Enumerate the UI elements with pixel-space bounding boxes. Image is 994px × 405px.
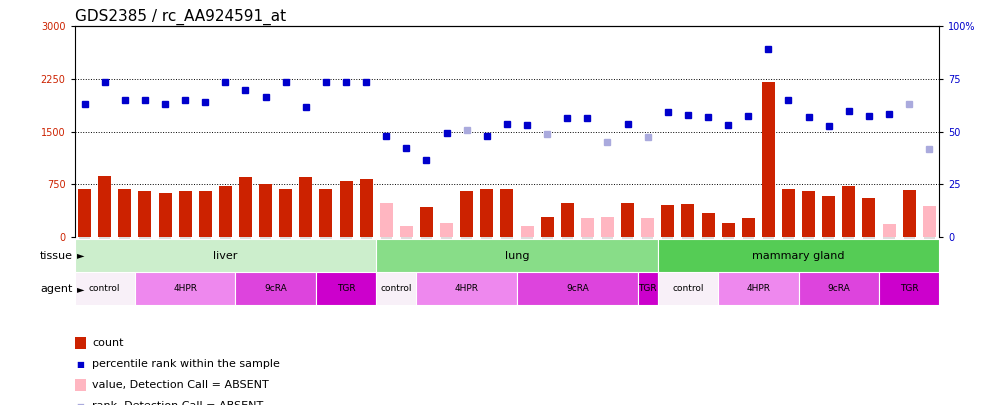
Text: TGR: TGR <box>900 284 918 293</box>
Bar <box>883 224 896 237</box>
Text: 4HPR: 4HPR <box>454 284 479 293</box>
Bar <box>416 272 517 305</box>
Bar <box>682 204 695 237</box>
Text: rank, Detection Call = ABSENT: rank, Detection Call = ABSENT <box>92 401 263 405</box>
Bar <box>641 218 654 237</box>
Bar <box>340 181 353 237</box>
Bar <box>621 202 634 237</box>
Text: lung: lung <box>505 251 529 260</box>
Text: 9cRA: 9cRA <box>264 284 287 293</box>
Bar <box>480 189 493 237</box>
Bar <box>922 206 935 237</box>
Bar <box>863 198 876 237</box>
Bar <box>638 272 658 305</box>
Bar <box>319 189 332 237</box>
Bar <box>279 189 292 237</box>
Bar <box>742 218 754 237</box>
Text: ►: ► <box>77 251 84 260</box>
Bar <box>376 272 416 305</box>
Text: TGR: TGR <box>337 284 356 293</box>
Bar <box>517 272 638 305</box>
Text: 9cRA: 9cRA <box>566 284 588 293</box>
Bar <box>360 179 373 237</box>
Bar <box>601 217 614 237</box>
Bar <box>460 191 473 237</box>
Bar <box>658 272 718 305</box>
Text: agent: agent <box>40 284 73 294</box>
Bar <box>879 272 939 305</box>
Text: value, Detection Call = ABSENT: value, Detection Call = ABSENT <box>92 380 269 390</box>
Bar <box>419 207 433 237</box>
Bar <box>718 272 798 305</box>
Text: tissue: tissue <box>40 251 73 260</box>
Bar <box>118 189 131 237</box>
Bar <box>380 203 393 237</box>
Bar <box>702 213 715 237</box>
Bar <box>661 205 674 237</box>
Text: mammary gland: mammary gland <box>752 251 845 260</box>
Bar <box>316 272 376 305</box>
Bar <box>822 196 835 237</box>
Text: TGR: TGR <box>638 284 657 293</box>
Bar <box>580 218 594 237</box>
Text: ■: ■ <box>77 402 84 405</box>
Text: 9cRA: 9cRA <box>827 284 850 293</box>
Bar <box>236 272 316 305</box>
Text: count: count <box>92 338 124 348</box>
Text: GDS2385 / rc_AA924591_at: GDS2385 / rc_AA924591_at <box>75 9 285 25</box>
Bar <box>75 239 376 272</box>
Bar <box>521 226 534 237</box>
Bar <box>658 239 939 272</box>
Text: control: control <box>381 284 413 293</box>
Bar <box>782 189 795 237</box>
Text: ►: ► <box>77 284 84 294</box>
Bar <box>903 190 915 237</box>
Bar <box>802 191 815 237</box>
Bar <box>75 272 135 305</box>
Bar <box>842 186 856 237</box>
Bar <box>798 272 879 305</box>
Text: control: control <box>672 284 704 293</box>
Text: ■: ■ <box>77 360 84 369</box>
Bar <box>541 217 554 237</box>
Bar <box>199 191 212 237</box>
Bar <box>259 183 272 237</box>
Bar <box>135 272 236 305</box>
Bar <box>219 186 232 237</box>
Bar <box>79 189 91 237</box>
Text: 4HPR: 4HPR <box>173 284 197 293</box>
Bar <box>239 177 252 237</box>
Text: liver: liver <box>213 251 238 260</box>
Bar <box>500 189 514 237</box>
Bar <box>561 203 574 237</box>
Bar <box>138 191 151 237</box>
Bar <box>440 223 453 237</box>
Bar <box>400 226 413 237</box>
Bar <box>158 193 172 237</box>
Bar <box>98 176 111 237</box>
Bar <box>299 177 312 237</box>
Text: percentile rank within the sample: percentile rank within the sample <box>92 359 280 369</box>
Bar <box>179 191 192 237</box>
Bar <box>376 239 658 272</box>
Bar <box>761 83 775 237</box>
Text: 4HPR: 4HPR <box>746 284 770 293</box>
Text: control: control <box>89 284 120 293</box>
Bar <box>722 223 735 237</box>
